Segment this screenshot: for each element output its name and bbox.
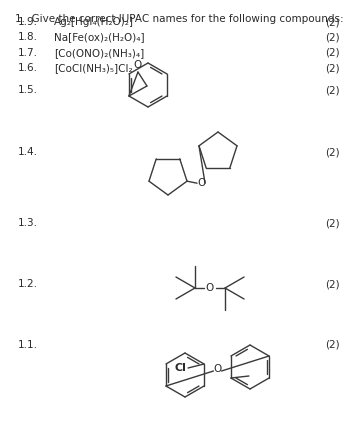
Text: 1.4.: 1.4. xyxy=(18,147,37,157)
Text: Ag₂[HgI₄(H₂O)₂]: Ag₂[HgI₄(H₂O)₂] xyxy=(54,17,134,27)
Text: 1.7.: 1.7. xyxy=(18,48,37,58)
Text: 1.2.: 1.2. xyxy=(18,279,37,289)
Text: Cl: Cl xyxy=(174,363,186,373)
Text: [Co(ONO)₂(NH₃)₄]: [Co(ONO)₂(NH₃)₄] xyxy=(54,48,145,58)
Text: Na[Fe(ox)₂(H₂O)₄]: Na[Fe(ox)₂(H₂O)₄] xyxy=(54,33,145,42)
Text: (2): (2) xyxy=(325,64,340,73)
Text: (2): (2) xyxy=(325,33,340,42)
Text: O: O xyxy=(206,283,214,293)
Text: (2): (2) xyxy=(325,86,340,95)
Text: (2): (2) xyxy=(325,147,340,157)
Text: 1.3.: 1.3. xyxy=(18,218,37,228)
Text: (2): (2) xyxy=(325,48,340,58)
Text: (2): (2) xyxy=(325,340,340,350)
Text: (2): (2) xyxy=(325,218,340,228)
Text: [CoCl(NH₃)₅]Cl₂: [CoCl(NH₃)₅]Cl₂ xyxy=(54,64,133,73)
Text: O: O xyxy=(214,364,222,374)
Text: 1.8.: 1.8. xyxy=(18,33,37,42)
Text: O: O xyxy=(197,178,205,188)
Text: (2): (2) xyxy=(325,279,340,289)
Text: O: O xyxy=(134,60,142,70)
Text: 1.5.: 1.5. xyxy=(18,86,37,95)
Text: 1.  Give the correct IUPAC names for the following compounds:: 1. Give the correct IUPAC names for the … xyxy=(15,14,344,24)
Text: 1.1.: 1.1. xyxy=(18,340,37,350)
Text: 1.9.: 1.9. xyxy=(18,17,37,27)
Text: (2): (2) xyxy=(325,17,340,27)
Text: 1.6.: 1.6. xyxy=(18,64,37,73)
